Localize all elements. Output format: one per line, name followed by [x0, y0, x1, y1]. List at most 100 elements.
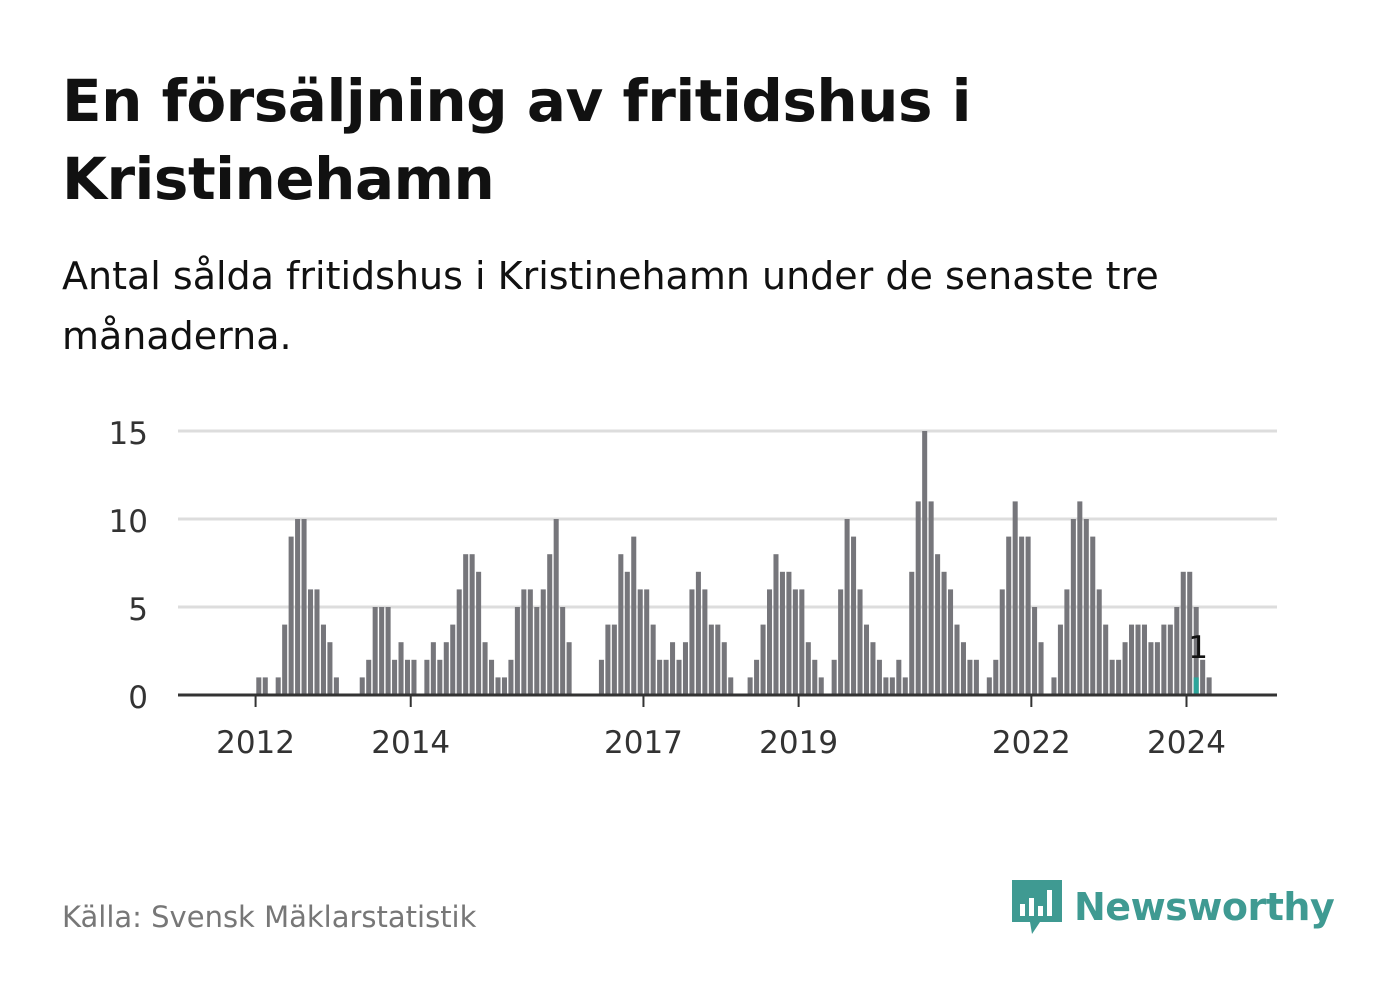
bar [1174, 607, 1180, 695]
bar [689, 589, 695, 695]
bar [295, 519, 301, 695]
bar [870, 642, 876, 695]
bar [1148, 642, 1154, 695]
bar [624, 571, 630, 695]
bar [476, 571, 482, 695]
brand-name: Newsworthy [1074, 885, 1335, 929]
bar [1161, 624, 1167, 695]
bar [902, 677, 908, 695]
bar [1032, 607, 1038, 695]
bar [650, 624, 656, 695]
bar [1103, 624, 1109, 695]
bar [1012, 501, 1018, 695]
bar [385, 607, 391, 695]
bar [922, 431, 928, 695]
bar [760, 624, 766, 695]
bar [560, 607, 566, 695]
bar [831, 659, 837, 695]
bar [1135, 624, 1141, 695]
bar [1038, 642, 1044, 695]
bar [404, 659, 411, 695]
brand-logo[interactable]: Newsworthy [1010, 876, 1335, 938]
bar [527, 589, 533, 695]
bar [960, 642, 966, 695]
bar [611, 624, 617, 695]
bar [333, 677, 339, 695]
bar [547, 554, 553, 695]
bar [786, 571, 792, 695]
bar [993, 659, 999, 695]
bar [818, 677, 824, 695]
chart-title: En försäljning av fritidshus i Kristineh… [62, 67, 972, 213]
bar [618, 554, 624, 695]
bar [424, 659, 430, 695]
bar [805, 642, 811, 695]
bar [986, 677, 992, 695]
bar [915, 501, 921, 695]
highlight-label: 1 [1188, 630, 1208, 666]
bar [437, 659, 443, 695]
bar [1019, 536, 1025, 695]
bar [308, 589, 314, 695]
bar [314, 589, 320, 695]
bar [1057, 624, 1063, 695]
y-tick-label: 5 [128, 592, 148, 628]
bar [1109, 659, 1115, 695]
bar [262, 677, 268, 695]
bar [450, 624, 456, 695]
bar [501, 677, 507, 695]
bar [1006, 536, 1012, 695]
bar [708, 624, 714, 695]
bar [1116, 659, 1122, 695]
bar [495, 677, 501, 695]
bar [320, 624, 326, 695]
bar [728, 677, 734, 695]
bar [999, 589, 1005, 695]
bar-chart-speech-bubble-icon [1012, 880, 1062, 934]
bar [372, 607, 378, 695]
bar [282, 624, 288, 695]
x-tick-label: 2014 [371, 725, 450, 761]
bar [275, 677, 281, 695]
x-tick-label: 2012 [216, 725, 295, 761]
bar [973, 659, 979, 695]
bar [1070, 519, 1076, 695]
bar [508, 659, 514, 695]
bar [1187, 571, 1193, 695]
bar [670, 642, 676, 695]
bar [889, 677, 895, 695]
bar [411, 659, 417, 695]
x-tick-label: 2022 [992, 725, 1071, 761]
bar [851, 536, 857, 695]
bar [1200, 659, 1206, 695]
bar [844, 519, 850, 695]
bar [443, 642, 449, 695]
bar [605, 624, 611, 695]
bar [721, 642, 727, 695]
y-tick-label: 0 [128, 680, 148, 716]
bar [1083, 519, 1089, 695]
bar [1122, 642, 1128, 695]
chart-subtitle: Antal sålda fritidshus i Kristinehamn un… [62, 254, 1159, 358]
y-tick-label: 10 [109, 504, 148, 540]
bar [553, 519, 559, 695]
bar [812, 659, 818, 695]
bar [1129, 624, 1135, 695]
bar [1025, 536, 1031, 695]
bar [863, 624, 870, 695]
highlight-bar [1193, 677, 1199, 695]
bar [1206, 677, 1212, 695]
bar [256, 677, 262, 695]
bar [366, 659, 372, 695]
bar [883, 677, 889, 695]
bar [967, 659, 973, 695]
bar [379, 607, 385, 695]
bar [682, 642, 689, 695]
bar [430, 642, 436, 695]
x-tick-label: 2017 [604, 725, 683, 761]
bar [469, 554, 475, 695]
bar [695, 571, 701, 695]
bar [534, 607, 540, 695]
bar [799, 589, 805, 695]
bar [876, 659, 882, 695]
